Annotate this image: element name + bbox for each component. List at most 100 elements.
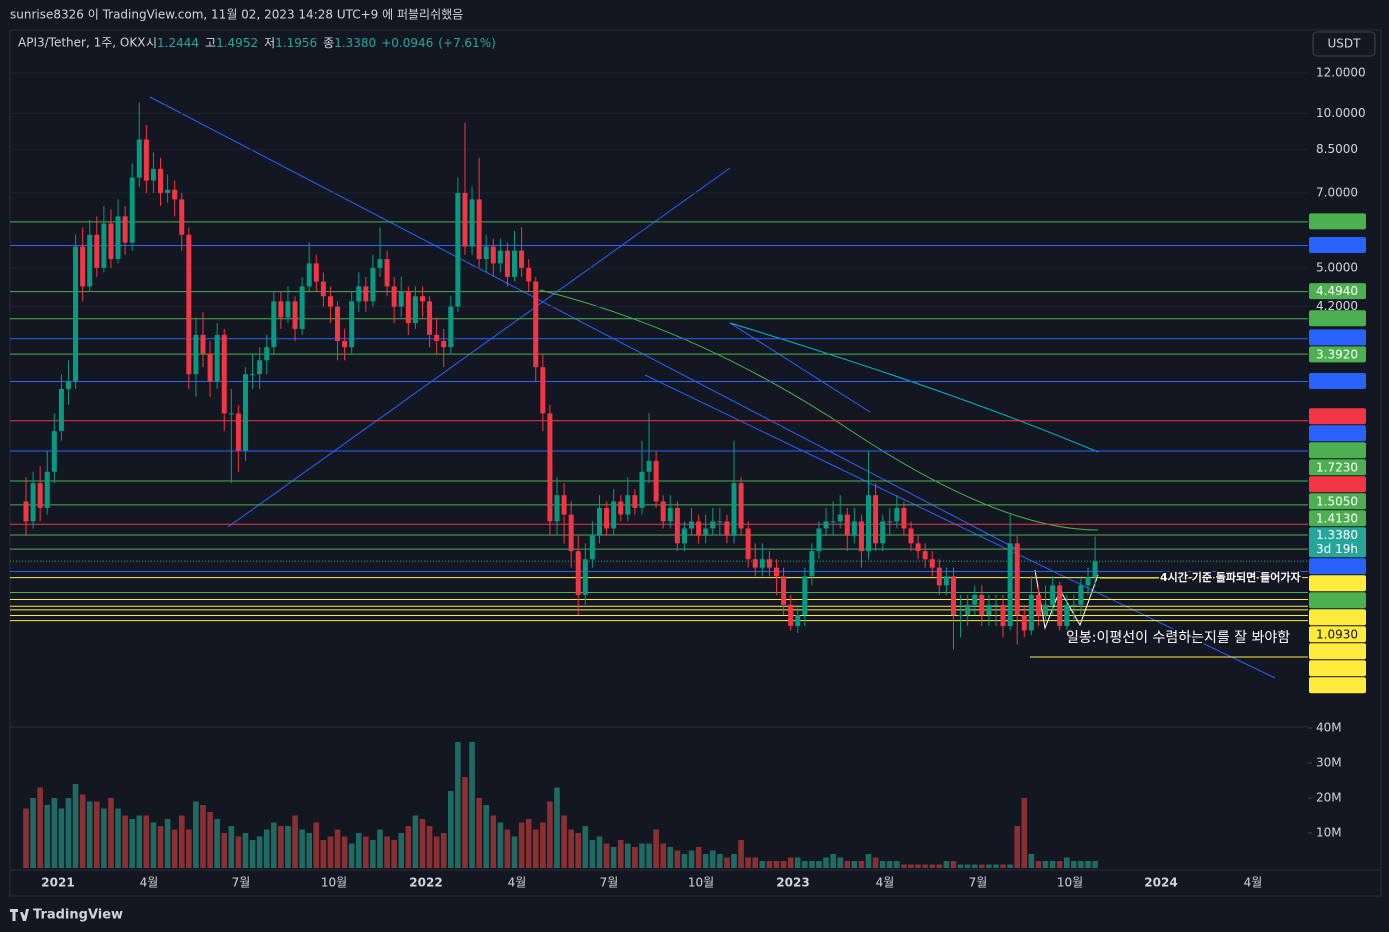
price-badge — [1309, 283, 1366, 300]
volume-bar — [1021, 798, 1028, 868]
volume-bar — [51, 798, 58, 868]
volume-bar — [518, 822, 525, 868]
candle-body — [568, 514, 574, 552]
candle-body — [781, 576, 787, 605]
x-tick-label: 4월 — [508, 876, 527, 890]
volume-bar — [688, 850, 695, 868]
candle-body — [257, 360, 263, 375]
candle-body — [483, 246, 489, 260]
candle-body — [214, 334, 220, 382]
candle-body — [830, 521, 836, 523]
candle-body — [434, 334, 440, 341]
volume-bar — [922, 864, 928, 868]
volume-bar — [1014, 826, 1020, 868]
volume-bar — [745, 857, 751, 868]
ohlc-label: 고 — [205, 36, 216, 50]
volume-bar — [1078, 861, 1084, 868]
candle-body — [554, 495, 560, 522]
candle-body — [993, 604, 999, 606]
candle-body — [207, 353, 213, 382]
volume-bar — [299, 829, 305, 868]
price-badge — [1309, 408, 1366, 425]
volume-bar — [752, 857, 759, 868]
volume-bar — [667, 847, 674, 868]
x-tick-label: 4월 — [876, 876, 895, 890]
brand-logo — [10, 909, 29, 921]
candle-body — [773, 567, 779, 577]
candle-body — [526, 267, 532, 282]
volume-bar — [419, 819, 426, 868]
candle-body — [80, 246, 86, 287]
volume-bar — [235, 836, 242, 868]
candle-body — [51, 431, 57, 472]
price-badge — [1309, 677, 1366, 694]
x-tick-label: 2022 — [409, 876, 442, 890]
currency-label[interactable]: USDT — [1328, 37, 1362, 51]
candle-body — [497, 250, 503, 264]
volume-bar — [865, 854, 872, 868]
volume-bar — [448, 791, 454, 868]
volume-bar — [837, 857, 843, 868]
x-tick-label: 7월 — [232, 876, 251, 890]
y-tick-label: 7.0000 — [1316, 185, 1358, 199]
price-badge-label: 1.4130 — [1316, 511, 1358, 525]
candle-body — [356, 286, 362, 302]
candle-body — [519, 250, 525, 268]
candle-body — [915, 543, 921, 552]
candle-body — [752, 559, 758, 568]
volume-bar — [1035, 861, 1042, 868]
volume-bar — [44, 805, 51, 868]
x-tick-label: 4월 — [140, 876, 159, 890]
candle-body — [809, 551, 815, 577]
volume-bar — [462, 777, 468, 868]
candle-body — [370, 267, 376, 302]
volume-bar — [971, 864, 978, 868]
volume-bar — [936, 864, 943, 868]
candle-body — [129, 177, 135, 243]
volume-bar — [101, 808, 107, 868]
candle-body — [660, 501, 666, 522]
candle-body — [731, 483, 737, 536]
candle-body — [1035, 594, 1041, 616]
volume-tick-label: 30M — [1316, 756, 1342, 770]
volume-bar — [1071, 861, 1077, 868]
volume-bar — [278, 826, 284, 868]
trend-line — [729, 322, 1099, 453]
candle-body — [448, 306, 454, 348]
price-badge — [1309, 510, 1366, 527]
candle-body — [377, 259, 383, 268]
volume-bar — [632, 847, 638, 868]
volume-bar — [532, 829, 539, 868]
volume-bar — [1085, 861, 1091, 868]
candle-body — [639, 471, 645, 508]
candle-body — [703, 528, 709, 536]
volume-tick-label: 40M — [1316, 721, 1342, 735]
candle-body — [455, 192, 461, 307]
volume-bar — [908, 864, 914, 868]
volume-bar — [263, 829, 270, 868]
volume-bar — [773, 861, 780, 868]
volume-tick-label: 20M — [1316, 791, 1342, 805]
volume-bar — [511, 836, 518, 868]
candle-body — [653, 460, 659, 502]
ohlc-label: 종 — [323, 36, 334, 50]
volume-bar — [398, 833, 405, 868]
candle-body — [561, 495, 567, 515]
volume-bar — [738, 840, 744, 868]
volume-bar — [1007, 864, 1013, 868]
candle-body — [242, 374, 248, 451]
volume-bar — [150, 822, 157, 868]
volume-bar — [384, 836, 390, 868]
volume-bar — [816, 861, 822, 868]
currency-button[interactable] — [1312, 31, 1376, 57]
volume-bar — [207, 812, 213, 868]
candle-body — [165, 189, 171, 193]
candle-body — [936, 567, 942, 586]
volume-bar — [157, 826, 164, 868]
volume-bar — [844, 861, 851, 868]
price-change: (+7.61%) — [438, 36, 496, 50]
volume-bar — [660, 843, 666, 868]
volume-bar — [540, 822, 546, 868]
volume-bar — [582, 826, 589, 868]
candle-body — [823, 521, 829, 529]
